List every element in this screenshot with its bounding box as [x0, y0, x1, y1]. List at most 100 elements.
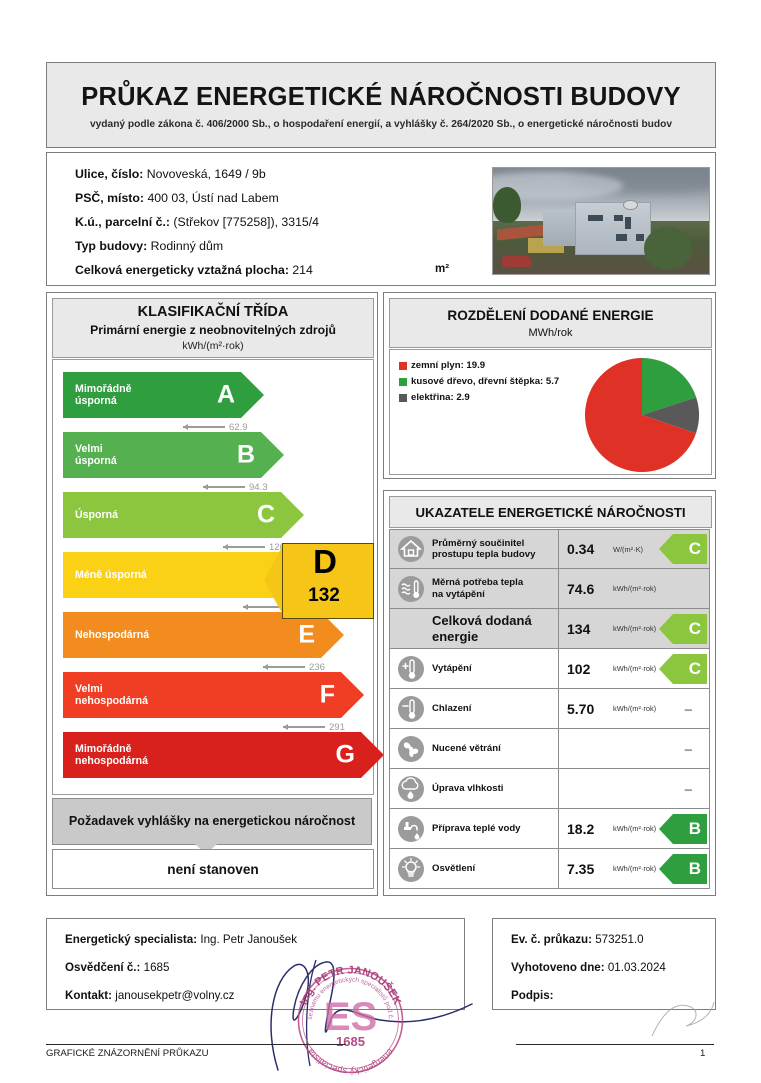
band-arrow [321, 612, 344, 658]
class-band-f: Velmi nehospodárná F [63, 672, 364, 718]
requirement-label: Požadavek vyhlášky na energetickou nároč… [52, 798, 372, 845]
bulb-icon [398, 855, 424, 882]
threshold-marker-b: 94.3 [203, 480, 268, 494]
photo-tree [493, 187, 522, 224]
indicator-class-badge: B [659, 853, 707, 884]
photo-window [624, 216, 632, 230]
band-label: Méně úsporná [75, 568, 147, 581]
indicator-row: Měrná potřeba tepla na vytápění 74.6 kWh/(m… [389, 569, 710, 609]
legend-label: elektřina: 2.9 [411, 392, 470, 403]
pointer-value: 132 [308, 585, 340, 606]
indicator-value-cell: 74.6 kWh/(m²·rok) [558, 569, 709, 608]
page-number: 1 [700, 1048, 706, 1059]
indicator-row: Průměrný součinitel prostupu tepla budovy… [389, 529, 710, 569]
indicator-value: 7.35 [567, 860, 595, 877]
indicator-value-cell: 134 kWh/(m²·rok) C [558, 609, 709, 648]
building-photo [492, 167, 710, 275]
specialist-block: Energetický specialista: Ing. Petr Janou… [46, 918, 465, 1010]
indicator-value-cell: 18.2 kWh/(m²·rok) B [558, 809, 709, 848]
indicator-no-value-dash: – [684, 741, 692, 756]
pie-slice-0 [584, 358, 697, 472]
band-label: Úsporná [75, 508, 118, 521]
area-label: Celková energeticky vztažná plocha: [75, 263, 289, 277]
class-band-b: Velmi úsporná B [63, 432, 284, 478]
class-band-a: Mimořádně úsporná A [63, 372, 264, 418]
classification-subtitle: Primární energie z neobnovitelných zdroj… [90, 323, 336, 337]
registration-block: Ev. č. průkazu: 573251.0 Vyhotoveno dne:… [492, 918, 716, 1010]
badge-letter: B [688, 858, 701, 878]
building-type-label: Typ budovy: [75, 239, 148, 253]
pie-legend: zemní plyn: 19.9 kusové dřevo, dřevní ště… [399, 360, 559, 408]
band-letter: C [256, 500, 275, 529]
badge-tip [659, 853, 673, 884]
threshold-value: 236 [309, 661, 325, 673]
band-letter: F [319, 680, 335, 709]
badge-tip [659, 813, 673, 844]
specialist-label: Energetický specialista: [65, 933, 198, 946]
heat-wave-icon [398, 575, 424, 602]
specialist-row: Energetický specialista: Ing. Petr Janou… [65, 933, 297, 946]
photo-window [588, 214, 604, 221]
threshold-arrow-icon [223, 544, 265, 549]
thermometer-plus-icon [390, 655, 432, 683]
area-unit: m² [435, 263, 450, 275]
pie-slice-2 [642, 397, 699, 434]
footer-label: GRAFICKÉ ZNÁZORNĚNÍ PRŮKAZU [46, 1048, 209, 1059]
stamp-bottom-text: energetický specialista [306, 1047, 396, 1077]
indicator-unit: kWh/(m²·rok) [613, 704, 657, 713]
indicator-class-badge: B [659, 813, 707, 844]
band-label: Velmi nehospodárná [75, 682, 148, 707]
registration-label: Ev. č. průkazu: [511, 933, 592, 946]
indicator-unit: kWh/(m²·rok) [613, 664, 657, 673]
classification-panel: KLASIFIKAČNÍ TŘÍDA Primární energie z ne… [46, 292, 384, 896]
threshold-marker-f: 291 [283, 720, 345, 734]
house-icon [390, 535, 432, 563]
band-arrow [261, 432, 284, 478]
indicator-row: Nucené větrání – [389, 729, 710, 769]
indicator-row: Příprava teplé vody 18.2 kWh/(m²·rok) B [389, 809, 710, 849]
badge-body [673, 853, 707, 884]
threshold-value: 291 [329, 721, 345, 733]
badge-tip [659, 534, 673, 564]
indicator-value-cell: 7.35 kWh/(m²·rok) B [558, 849, 709, 888]
indicator-unit: kWh/(m²·rok) [613, 824, 657, 833]
area-value: 214 [292, 263, 313, 277]
document-header: PRŮKAZ ENERGETICKÉ NÁROČNOSTI BUDOVY vyd… [46, 62, 716, 148]
legend-swatch [399, 393, 407, 402]
heat-wave-icon [390, 575, 432, 603]
faucet-icon [398, 815, 424, 842]
indicator-value-cell: – [558, 769, 709, 808]
band-body [63, 372, 241, 418]
thermometer-minus-icon [390, 695, 432, 723]
street-row: Ulice, číslo: Novoveská, 1649 / 9b [75, 167, 266, 181]
threshold-arrow-icon [263, 664, 305, 669]
street-label: Ulice, číslo: [75, 167, 144, 181]
threshold-arrow-icon [203, 484, 245, 489]
indicator-value-cell: 102 kWh/(m²·rok) C [558, 649, 709, 688]
indicator-unit: W/(m²·K) [613, 544, 643, 554]
indicator-class-badge: C [659, 613, 707, 644]
contact-row: Kontakt: janousekpetr@volny.cz [65, 989, 234, 1002]
badge-letter: C [688, 539, 701, 558]
indicator-row: Úprava vlhkosti – [389, 769, 710, 809]
cadastre-value: (Střekov [775258]), 3315/4 [173, 215, 320, 229]
indicators-table: Průměrný součinitel prostupu tepla budovy… [389, 529, 710, 889]
energy-distribution-panel: ROZDĚLENÍ DODANÉ ENERGIE MWh/rok zemní p… [383, 292, 716, 479]
indicator-name: Chlazení [432, 702, 472, 714]
indicator-name: Měrná potřeba tepla na vytápění [432, 577, 524, 600]
indicator-name: Úprava vlhkosti [432, 782, 504, 794]
legend-swatch [399, 377, 407, 386]
energy-indicators-panel: UKAZATELE ENERGETICKÉ NÁROČNOSTI Průměrn… [383, 490, 716, 896]
signature-row: Podpis: [511, 989, 554, 1002]
band-body [63, 432, 261, 478]
threshold-value: 62.9 [229, 421, 248, 433]
signature-label: Podpis: [511, 989, 554, 1002]
contact-value: janousekpetr@volny.cz [115, 989, 235, 1002]
indicator-value-cell: 5.70 kWh/(m²·rok) – [558, 689, 709, 728]
indicator-unit: kWh/(m²·rok) [613, 584, 657, 593]
legend-item-0: zemní plyn: 19.9 [399, 360, 559, 371]
classification-header: KLASIFIKAČNÍ TŘÍDA Primární energie z ne… [52, 298, 374, 358]
contact-label: Kontakt: [65, 989, 113, 1002]
certificate-label: Osvědčení č.: [65, 961, 141, 974]
